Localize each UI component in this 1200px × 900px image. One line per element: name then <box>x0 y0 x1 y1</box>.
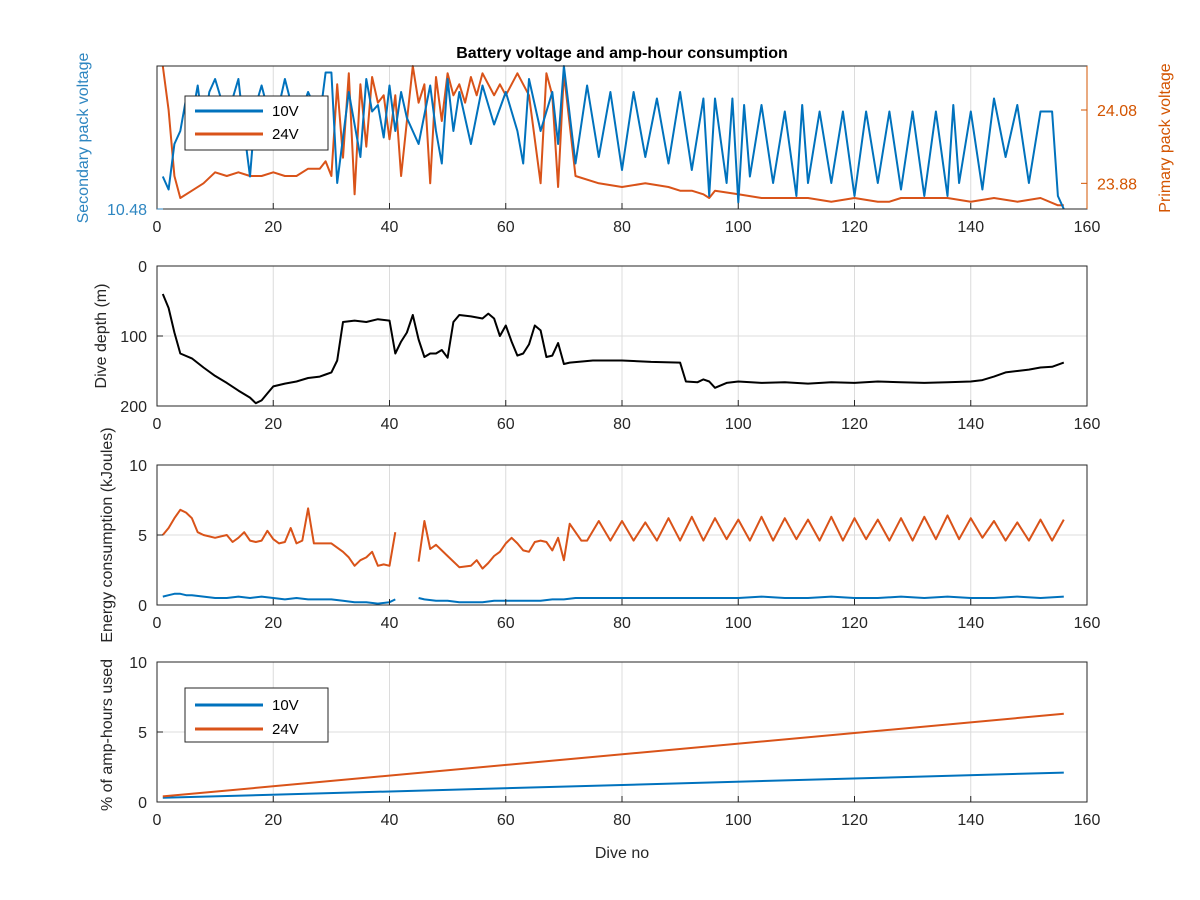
energy-x-tick-label: 20 <box>264 615 282 632</box>
depth-y-tick-label-left: 200 <box>120 399 147 416</box>
amp-hours-x-tick-label: 160 <box>1074 812 1101 829</box>
depth-x-tick-label: 120 <box>841 416 868 433</box>
amp-hours-legend-box <box>184 687 329 743</box>
amp-hours-y-tick-label-left: 5 <box>138 725 147 742</box>
voltage-legend: 10V 24V <box>184 95 329 151</box>
amp-hours-10v-line <box>162 771 1064 799</box>
voltage-y-ticks: 10.48 24.08 23.88 <box>107 66 1137 219</box>
energy-y-tick-label-left: 0 <box>138 598 147 615</box>
energy-x-tick-label: 0 <box>153 615 162 632</box>
depth-x-ticks: 0 20 40 60 80 100 120 140 160 <box>153 400 1101 433</box>
energy-x-ticks: 0 20 40 60 80 100 120 140 160 <box>153 599 1101 632</box>
depth-x-tick-label: 0 <box>153 416 162 433</box>
depth-grid <box>157 266 1087 406</box>
depth-x-tick-label: 100 <box>725 416 752 433</box>
voltage-y-tick-label-left: 10.48 <box>107 202 147 219</box>
depth-x-tick-label: 60 <box>497 416 515 433</box>
voltage-x-tick-label: 20 <box>264 219 282 236</box>
x-axis-label: Dive no <box>595 845 649 862</box>
energy-line-24v-segment-2 <box>417 514 1065 570</box>
amp-hours-x-tick-label: 20 <box>264 812 282 829</box>
amp-hours-24v-line <box>162 712 1064 798</box>
voltage-x-ticks: 0 20 40 60 80 100 120 140 160 <box>153 203 1101 236</box>
voltage-legend-24v-label: 24V <box>272 126 299 143</box>
energy-x-tick-label: 140 <box>957 615 984 632</box>
voltage-y-tick-label-right: 24.08 <box>1097 103 1137 120</box>
energy-x-tick-label: 100 <box>725 615 752 632</box>
voltage-x-tick-label: 60 <box>497 219 515 236</box>
energy-line-10v-segment-1 <box>162 592 396 605</box>
depth-axis-label: Dive depth (m) <box>93 284 110 389</box>
energy-axis-label: Energy consumption (kJoules) <box>99 427 116 642</box>
amp-hours-panel: 0 20 40 60 80 100 120 140 160 0 5 10 % of amp-hour… <box>99 655 1100 862</box>
depth-x-tick-label: 20 <box>264 416 282 433</box>
depth-y-ticks: 0 100 200 <box>120 259 163 416</box>
energy-x-tick-label: 60 <box>497 615 515 632</box>
amp-hours-legend-10v-label: 10V <box>272 697 299 714</box>
depth-y-tick-label-left: 100 <box>120 329 147 346</box>
depth-panel: 0 20 40 60 80 100 120 140 160 0 100 200 Dive depth… <box>93 259 1100 433</box>
amp-hours-x-tick-label: 0 <box>153 812 162 829</box>
amp-hours-x-tick-label: 100 <box>725 812 752 829</box>
secondary-voltage-axis-label: Secondary pack voltage <box>75 53 92 224</box>
amp-hours-x-tick-label: 120 <box>841 812 868 829</box>
energy-panel: 0 20 40 60 80 100 120 140 160 0 5 10 Energy consum… <box>99 427 1100 642</box>
primary-voltage-axis-label: Primary pack voltage <box>1157 63 1174 212</box>
energy-x-tick-label: 80 <box>613 615 631 632</box>
amp-hours-x-tick-label: 140 <box>957 812 984 829</box>
energy-x-tick-label: 120 <box>841 615 868 632</box>
energy-x-tick-label: 40 <box>381 615 399 632</box>
voltage-x-tick-label: 140 <box>957 219 984 236</box>
voltage-y-tick-label-right: 23.88 <box>1097 176 1137 193</box>
amp-hours-x-ticks: 0 20 40 60 80 100 120 140 160 <box>153 796 1101 829</box>
amp-hours-axis-label: % of amp-hours used <box>99 659 116 811</box>
depth-x-tick-label: 80 <box>613 416 631 433</box>
depth-x-tick-label: 40 <box>381 416 399 433</box>
energy-line-10v-segment-2 <box>418 595 1064 604</box>
amp-hours-legend-24v-label: 24V <box>272 721 299 738</box>
amp-hours-x-tick-label: 60 <box>497 812 515 829</box>
chart-title: Battery voltage and amp-hour consumption <box>456 45 788 62</box>
depth-line <box>161 293 1065 405</box>
energy-y-tick-label-left: 10 <box>129 458 147 475</box>
voltage-x-tick-label: 120 <box>841 219 868 236</box>
energy-y-ticks: 0 5 10 <box>129 458 163 615</box>
voltage-legend-box <box>184 95 329 151</box>
depth-y-tick-label-left: 0 <box>138 259 147 276</box>
depth-lines <box>161 293 1065 405</box>
voltage-x-tick-label: 0 <box>153 219 162 236</box>
amp-hours-x-tick-label: 80 <box>613 812 631 829</box>
voltage-x-tick-label: 80 <box>613 219 631 236</box>
amp-hours-y-tick-label-left: 10 <box>129 655 147 672</box>
energy-y-tick-label-left: 5 <box>138 528 147 545</box>
energy-line-24v-segment-1 <box>162 507 397 567</box>
energy-x-tick-label: 160 <box>1074 615 1101 632</box>
voltage-x-tick-label: 160 <box>1074 219 1101 236</box>
voltage-24v-line <box>161 65 1064 207</box>
voltage-panel: 0 20 40 60 80 100 120 140 160 10.48 24.08 23.88 Ba… <box>75 45 1174 236</box>
amp-hours-x-tick-label: 40 <box>381 812 399 829</box>
amp-hours-y-tick-label-left: 0 <box>138 795 147 812</box>
amp-hours-lines <box>162 712 1064 799</box>
amp-hours-y-ticks: 0 5 10 <box>129 655 163 812</box>
amp-hours-legend: 10V 24V <box>184 687 329 743</box>
depth-x-tick-label: 160 <box>1074 416 1101 433</box>
voltage-x-tick-label: 100 <box>725 219 752 236</box>
energy-lines <box>162 507 1065 605</box>
depth-x-tick-label: 140 <box>957 416 984 433</box>
voltage-legend-10v-label: 10V <box>272 103 299 120</box>
voltage-x-tick-label: 40 <box>381 219 399 236</box>
